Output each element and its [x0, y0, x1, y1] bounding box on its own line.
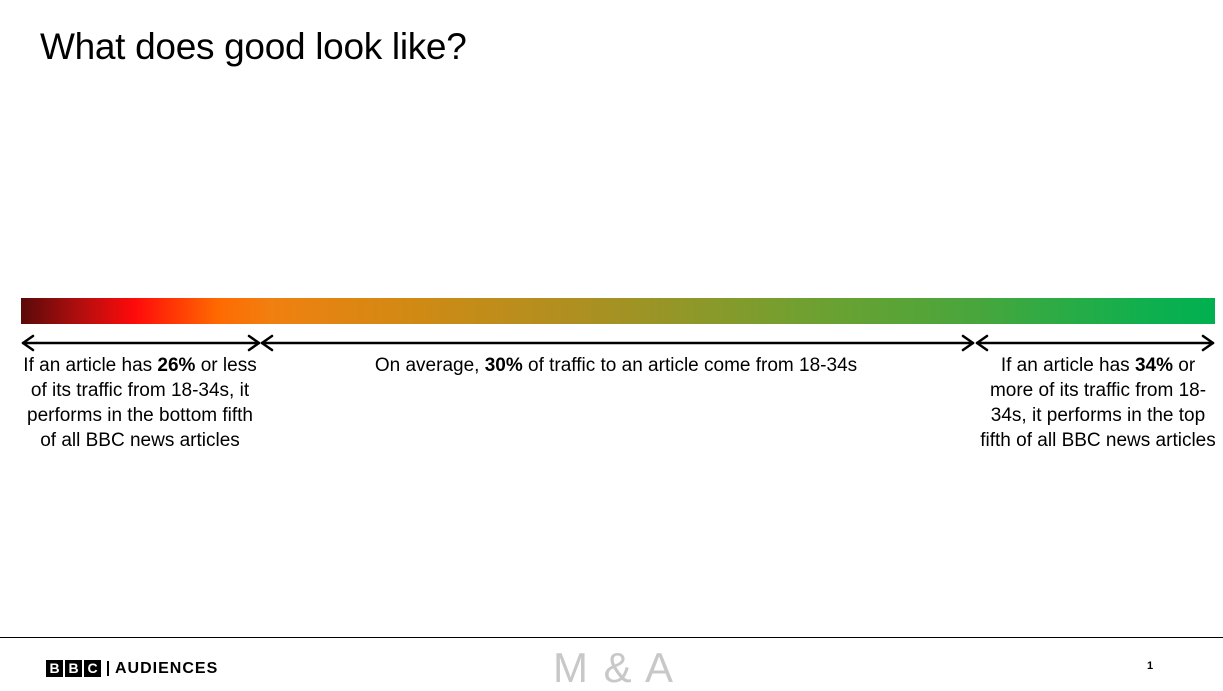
- top-fifth-post: or more of its traffic from 18-34s, it p…: [980, 355, 1216, 451]
- performance-gradient-bar: [21, 298, 1215, 324]
- footer-divider: [0, 637, 1223, 638]
- top-fifth-pre: If an article has: [1000, 355, 1135, 376]
- bbc-letter-b2: B: [65, 660, 82, 677]
- bbc-letter-c: C: [84, 660, 101, 677]
- brand-separator: [107, 661, 109, 676]
- bbc-letter-b1: B: [46, 660, 63, 677]
- page-number: 1: [1147, 660, 1154, 672]
- left-range-arrow: [21, 334, 261, 352]
- bottom-fifth-pre: If an article has: [23, 355, 158, 376]
- brand-text: AUDIENCES: [115, 659, 219, 677]
- average-pre: On average,: [374, 355, 485, 376]
- ma-logo: M & A: [553, 644, 676, 691]
- bbc-audiences-logo: B B C AUDIENCES: [46, 660, 218, 677]
- top-fifth-value: 34%: [1134, 355, 1173, 376]
- slide-title: What does good look like?: [40, 26, 467, 67]
- average-post: of traffic to an article come from 18-34…: [522, 355, 858, 376]
- middle-range-arrow: [260, 334, 975, 352]
- bottom-fifth-post: or less of its traffic from 18-34s, it p…: [27, 355, 257, 451]
- bottom-fifth-label: If an article has 26% or less of its tra…: [22, 353, 258, 453]
- average-value: 30%: [484, 355, 523, 376]
- average-label: On average, 30% of traffic to an article…: [262, 353, 970, 378]
- right-range-arrow: [975, 334, 1215, 352]
- top-fifth-label: If an article has 34% or more of its tra…: [978, 353, 1218, 453]
- bottom-fifth-value: 26%: [157, 355, 196, 376]
